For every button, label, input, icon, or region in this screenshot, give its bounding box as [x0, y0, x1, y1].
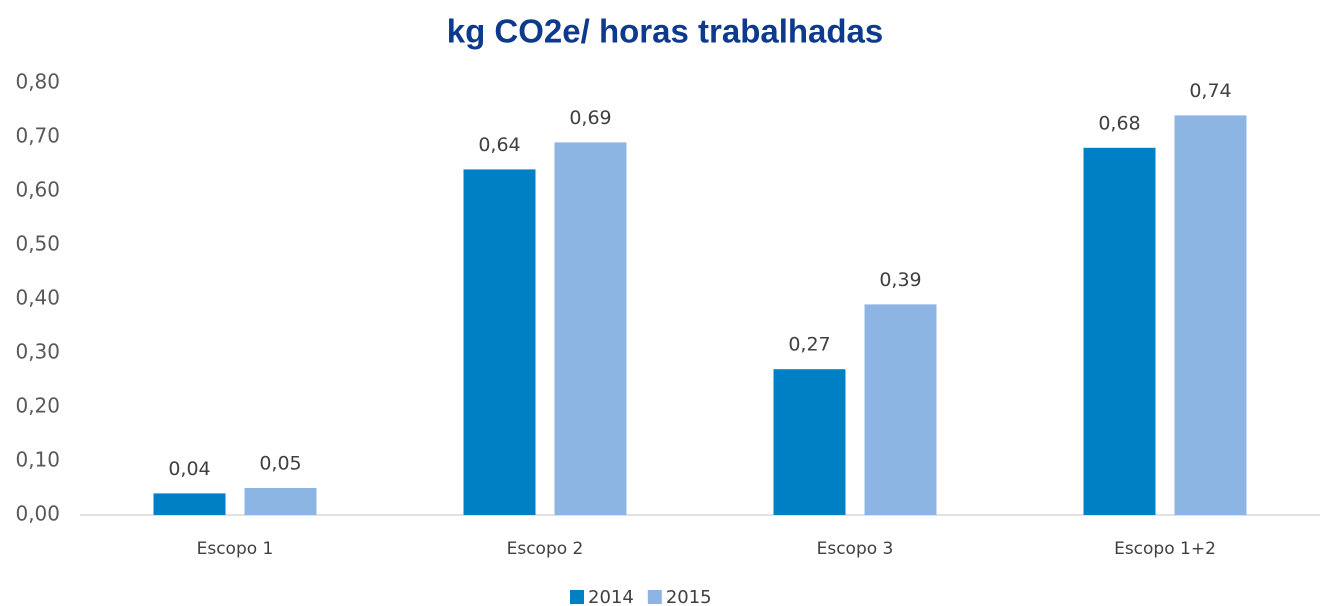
legend-label: 2014: [588, 587, 634, 606]
y-tick-label: 0,30: [15, 340, 60, 364]
y-tick-label: 0,00: [15, 502, 60, 526]
x-tick-label: Escopo 3: [817, 539, 894, 559]
value-label: 0,27: [788, 334, 830, 356]
bar: [1174, 115, 1247, 516]
value-label: 0,05: [259, 453, 301, 475]
y-tick-label: 0,80: [15, 70, 60, 94]
y-tick-label: 0,20: [15, 394, 60, 418]
bar: [463, 169, 536, 515]
y-tick-label: 0,10: [15, 448, 60, 472]
chart-title: kg CO2e/ horas trabalhadas: [447, 13, 884, 50]
y-tick-label: 0,50: [15, 232, 60, 256]
legend-label: 2015: [666, 587, 712, 606]
value-label: 0,74: [1189, 80, 1231, 102]
bar: [244, 488, 317, 515]
x-tick-label: Escopo 1+2: [1114, 539, 1216, 559]
x-tick-label: Escopo 2: [507, 539, 584, 559]
value-label: 0,64: [478, 134, 520, 156]
value-label: 0,69: [569, 107, 611, 129]
value-label: 0,04: [168, 458, 210, 480]
y-tick-label: 0,60: [15, 178, 60, 202]
bar: [1083, 147, 1156, 516]
legend-swatch: [570, 590, 584, 604]
value-label: 0,68: [1098, 112, 1140, 134]
bar: [864, 304, 937, 515]
bar: [554, 142, 627, 515]
legend-swatch: [647, 590, 662, 604]
bar: [773, 369, 846, 515]
bar: [153, 493, 226, 515]
value-label: 0,39: [879, 269, 921, 291]
y-tick-label: 0,40: [15, 286, 60, 310]
x-tick-label: Escopo 1: [197, 539, 274, 559]
y-tick-label: 0,70: [15, 124, 60, 148]
